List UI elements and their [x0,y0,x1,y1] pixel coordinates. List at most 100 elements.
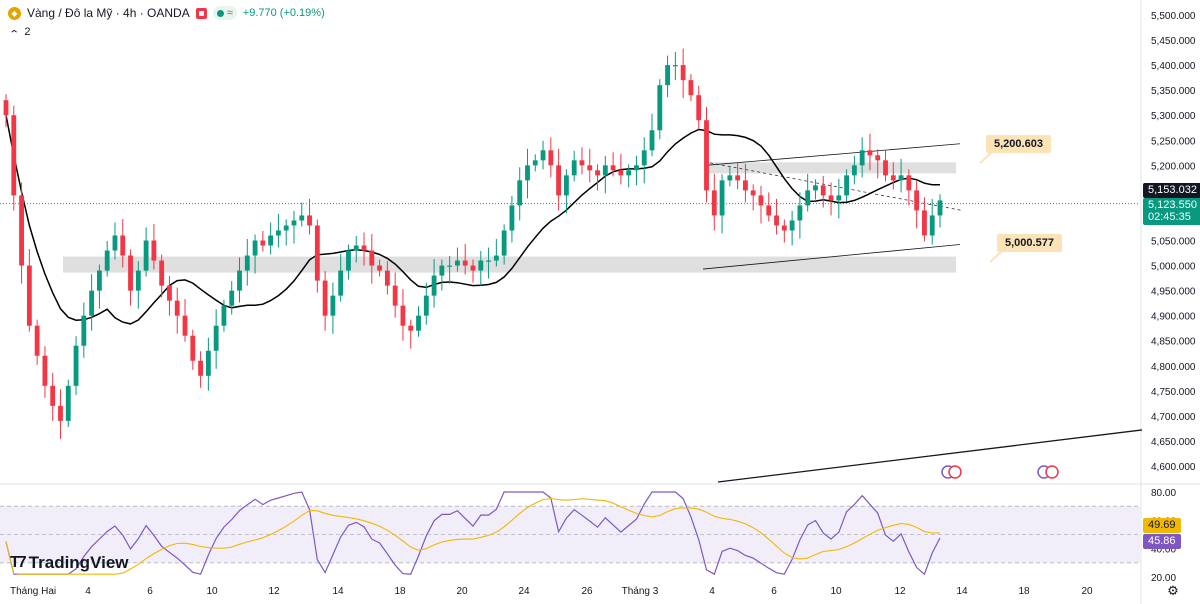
market-open-dot-icon [216,9,224,17]
candle-body [556,165,562,196]
time-tick-label: 14 [332,586,344,597]
price-tick-label: 5,350.000 [1151,86,1196,97]
candle-body [688,80,694,96]
candle-body [890,175,896,181]
candle-body [548,150,554,166]
candle-body [283,225,289,231]
candle-body [743,180,748,191]
candle-body [641,150,647,166]
price-tick-label: 4,850.000 [1151,337,1196,348]
symbol-title[interactable]: Vàng / Đô la Mỹ · 4h · OANDA [27,6,190,20]
candle-body [509,205,515,231]
candle-body [906,175,912,191]
candle-body [307,215,312,226]
price-tick-label: 4,800.000 [1151,362,1196,373]
candle-body [439,265,445,276]
candle-body [867,150,873,156]
lower-level-value: 5,000.577 [1005,237,1054,249]
time-tick-label: 4 [709,586,715,597]
indicators-toggle[interactable]: ⌄ 2 [8,26,31,38]
candle-body [151,240,157,261]
rsi-line [5,491,941,576]
candle-body [392,285,398,306]
upper-level-callout[interactable]: 5,200.603 [986,135,1051,153]
candle-body [797,205,803,221]
price-tick-label: 5,300.000 [1151,111,1196,122]
candle-body [65,385,71,421]
candle-body [190,335,196,361]
event-flag-icon [1045,465,1059,479]
candle-body [19,195,24,266]
candle-body [898,175,904,181]
candle-body [11,115,17,196]
time-tick-label: 26 [581,586,593,597]
candle-body [198,360,203,376]
logo-text: TradingView [28,553,129,572]
support-resistance-zones [63,162,956,273]
candle-body [610,165,616,171]
chevron-up-icon: ⌄ [8,26,20,38]
candle-body [112,235,118,251]
candle-body [595,170,600,176]
rsi-pane [0,491,1140,576]
candle-body [478,260,484,271]
candle-body [135,270,141,291]
candle-body [34,325,40,356]
lower-level-callout[interactable]: 5,000.577 [997,234,1062,252]
time-tick-label: 12 [268,586,280,597]
candle-body [470,265,476,271]
candle-body [431,275,437,296]
last-price-tag: 5,153.032 [1143,183,1200,198]
candle-body [182,315,188,336]
candle-body [665,65,670,86]
time-tick-label: 10 [830,586,842,597]
candle-body [711,190,717,216]
time-tick-label: 6 [147,586,153,597]
rsi-tick-label: 20.00 [1151,573,1176,584]
candle-body [493,255,499,261]
candle-body [914,190,920,211]
price-tick-label: 5,200.000 [1151,161,1196,172]
candle-body [851,165,857,176]
candle-body [3,100,9,116]
candle-body [174,300,180,316]
candle-body [268,235,274,246]
rsi-ma-value: 49.69 [1148,519,1176,531]
status-pill[interactable]: ≈ [212,6,237,20]
market-status-icon[interactable] [195,7,207,19]
candle-body [696,95,702,121]
candle-body [423,295,429,316]
candle-body [820,185,826,196]
event-flag-icon [948,465,962,479]
candle-body [252,240,258,256]
candle-body [587,165,593,171]
rsi-tick-label: 40.00 [1151,545,1176,556]
rsi-ma-line [5,497,941,575]
candle-body [680,65,686,81]
candle-body [774,215,779,226]
time-tick-label: 12 [894,586,906,597]
candle-body [727,175,733,181]
tradingview-logo[interactable]: T7 TradingView [10,553,129,573]
candle-body [563,175,569,196]
candle-body [408,325,414,331]
candle-body [462,260,468,266]
candle-body [237,270,242,291]
time-tick-label: 14 [956,586,968,597]
candle-body [221,305,227,326]
candle-body [626,170,632,176]
rsi-value: 45.86 [1148,535,1176,547]
candle-body [73,345,79,386]
price-change: +9.770 (+0.19%) [242,7,325,19]
current-price-tag: 5,123.550 02:45:35 [1143,198,1200,225]
candle-body [299,215,305,221]
rsi-tick-label: 80.00 [1151,488,1176,499]
rsi-ma-tag: 49.69 [1143,518,1181,533]
candle-body [525,165,530,181]
gear-icon[interactable]: ⚙ [1167,583,1179,598]
candle-body [579,160,585,166]
candle-body [330,295,336,316]
resistance-zone [706,162,956,174]
